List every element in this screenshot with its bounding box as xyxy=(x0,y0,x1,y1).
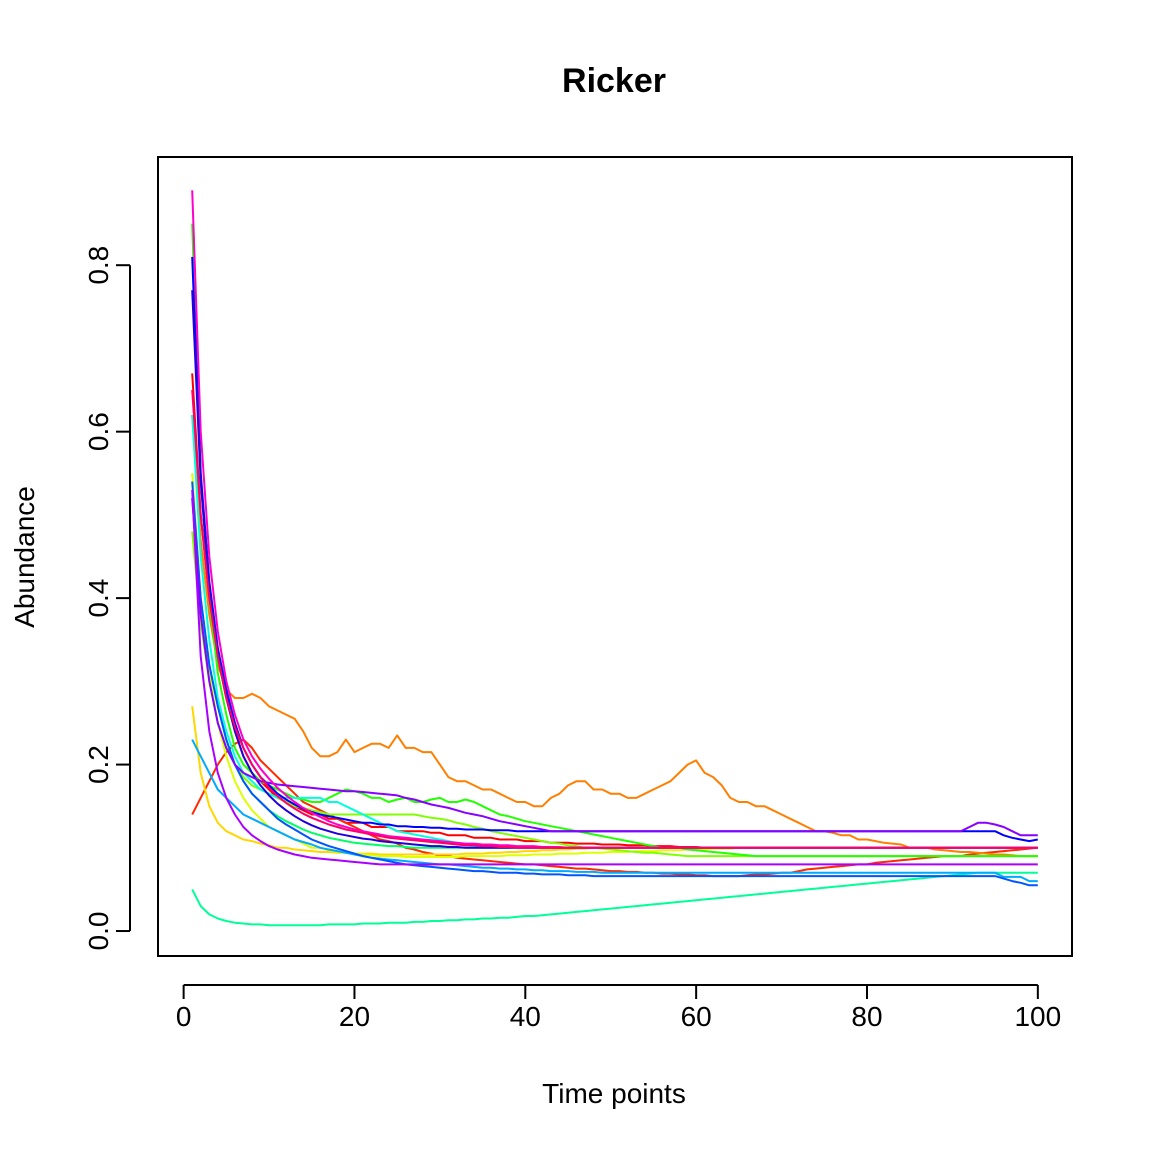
y-axis-label: Abundance xyxy=(9,486,40,628)
series-layer xyxy=(191,190,1038,927)
series-line-1 xyxy=(191,373,1038,849)
y-tick-label: 0.6 xyxy=(83,412,114,451)
series-line-15 xyxy=(191,498,1038,837)
x-axis: 0 20 40 60 80 100 xyxy=(176,984,1061,1032)
plot-frame xyxy=(157,156,1073,957)
x-tick-label: 0 xyxy=(176,1001,192,1032)
series-line-9 xyxy=(191,871,1038,927)
series-line-13 xyxy=(191,256,1038,843)
x-tick-label: 40 xyxy=(510,1001,541,1032)
series-line-10 xyxy=(191,414,1038,849)
series-line-4 xyxy=(191,706,1038,856)
series-line-18 xyxy=(191,389,1038,849)
series-line-8 xyxy=(191,498,1038,849)
x-axis-label: Time points xyxy=(542,1078,686,1109)
x-tick-label: 100 xyxy=(1014,1001,1061,1032)
y-tick-label: 0.4 xyxy=(83,579,114,618)
x-tick-label: 20 xyxy=(339,1001,370,1032)
series-line-14 xyxy=(191,290,1038,849)
y-tick-label: 0.2 xyxy=(83,745,114,784)
series-line-6 xyxy=(191,531,1038,858)
y-tick-label: 0.0 xyxy=(83,912,114,951)
series-line-11 xyxy=(191,739,1038,883)
series-line-12 xyxy=(191,481,1038,887)
series-line-5 xyxy=(191,473,1038,858)
x-tick-label: 60 xyxy=(681,1001,712,1032)
series-line-16 xyxy=(191,489,1038,866)
y-axis: 0.0 0.2 0.4 0.6 0.8 xyxy=(83,246,131,951)
y-tick-label: 0.8 xyxy=(83,246,114,285)
series-line-3 xyxy=(191,414,1038,858)
x-tick-label: 80 xyxy=(851,1001,882,1032)
series-line-17 xyxy=(191,190,1038,849)
series-line-7 xyxy=(191,223,1038,858)
chart-title: Ricker xyxy=(562,62,666,100)
